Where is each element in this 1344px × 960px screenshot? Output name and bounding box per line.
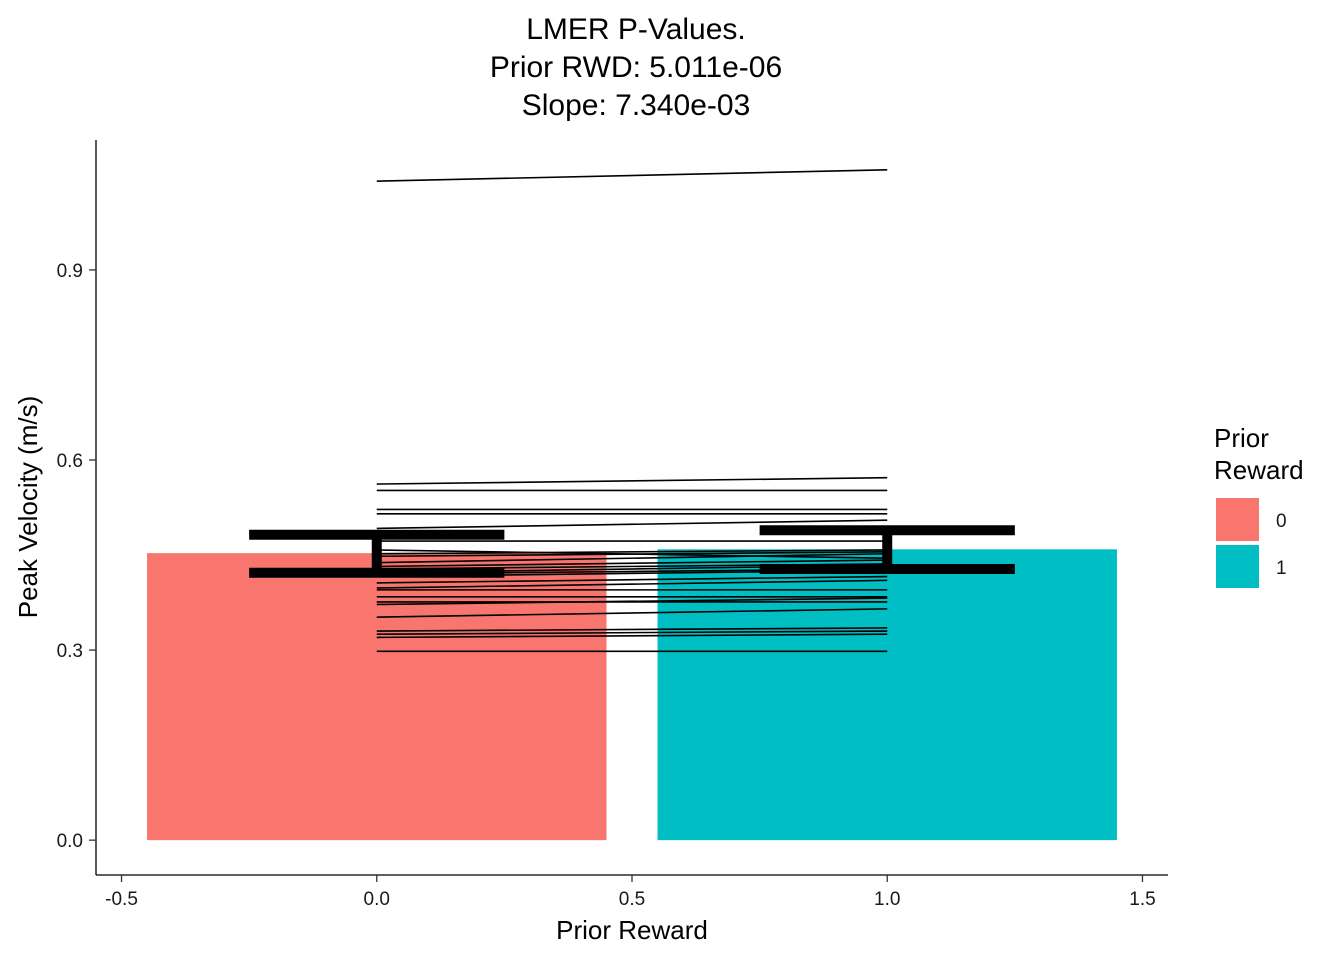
subject-line [376,597,888,606]
title-line-2: Prior RWD: 5.011e-06 [490,51,782,84]
x-tick-label: 0.0 [364,889,390,910]
legend: Prior Reward 0 1 [1214,423,1304,588]
x-tick-label: 1.5 [1129,889,1155,910]
bars-layer [147,549,1117,841]
y-tick-label: 0.9 [57,261,83,282]
subject-line [376,627,888,632]
title-line-1: LMER P-Values. [526,13,746,46]
subject-line [376,575,888,584]
subject-line [376,633,888,639]
y-tick-label: 0.3 [57,641,83,662]
bar-1 [657,549,1117,841]
subject-line [376,168,888,182]
legend-label-1: 1 [1276,558,1287,579]
bar-0 [147,553,607,841]
subject-line [376,552,888,564]
x-axis-title: Prior Reward [556,915,708,945]
x-axis-ticks: -0.5 0.0 0.5 1.0 1.5 [105,875,1156,910]
subject-line [376,559,888,568]
legend-title-line-2: Reward [1214,455,1304,485]
legend-title-line-1: Prior [1214,423,1269,453]
error-bar-0 [249,529,505,578]
y-tick-label: 0.0 [57,831,83,852]
x-tick-label: 0.5 [619,889,645,910]
subject-line [376,519,888,530]
subject-line [376,476,888,485]
y-axis-title: Peak Velocity (m/s) [13,396,43,619]
subject-line [376,551,888,558]
title-line-3: Slope: 7.340e-03 [522,89,751,122]
legend-key-1 [1216,545,1259,588]
x-tick-label: -0.5 [105,889,138,910]
subject-line [376,630,888,636]
subject-line [376,579,888,589]
error-bar-1 [759,525,1015,574]
subject-line [376,608,888,618]
legend-key-0 [1216,498,1259,541]
subject-line [376,549,888,555]
subject-lines-layer [376,168,888,653]
y-axis-ticks: 0.0 0.3 0.6 0.9 [57,261,96,852]
y-tick-label: 0.6 [57,451,83,472]
x-tick-label: 1.0 [874,889,900,910]
legend-label-0: 0 [1276,511,1287,532]
chart-title: LMER P-Values. Prior RWD: 5.011e-06 Slop… [490,13,782,122]
error-bars-layer [249,525,1015,578]
